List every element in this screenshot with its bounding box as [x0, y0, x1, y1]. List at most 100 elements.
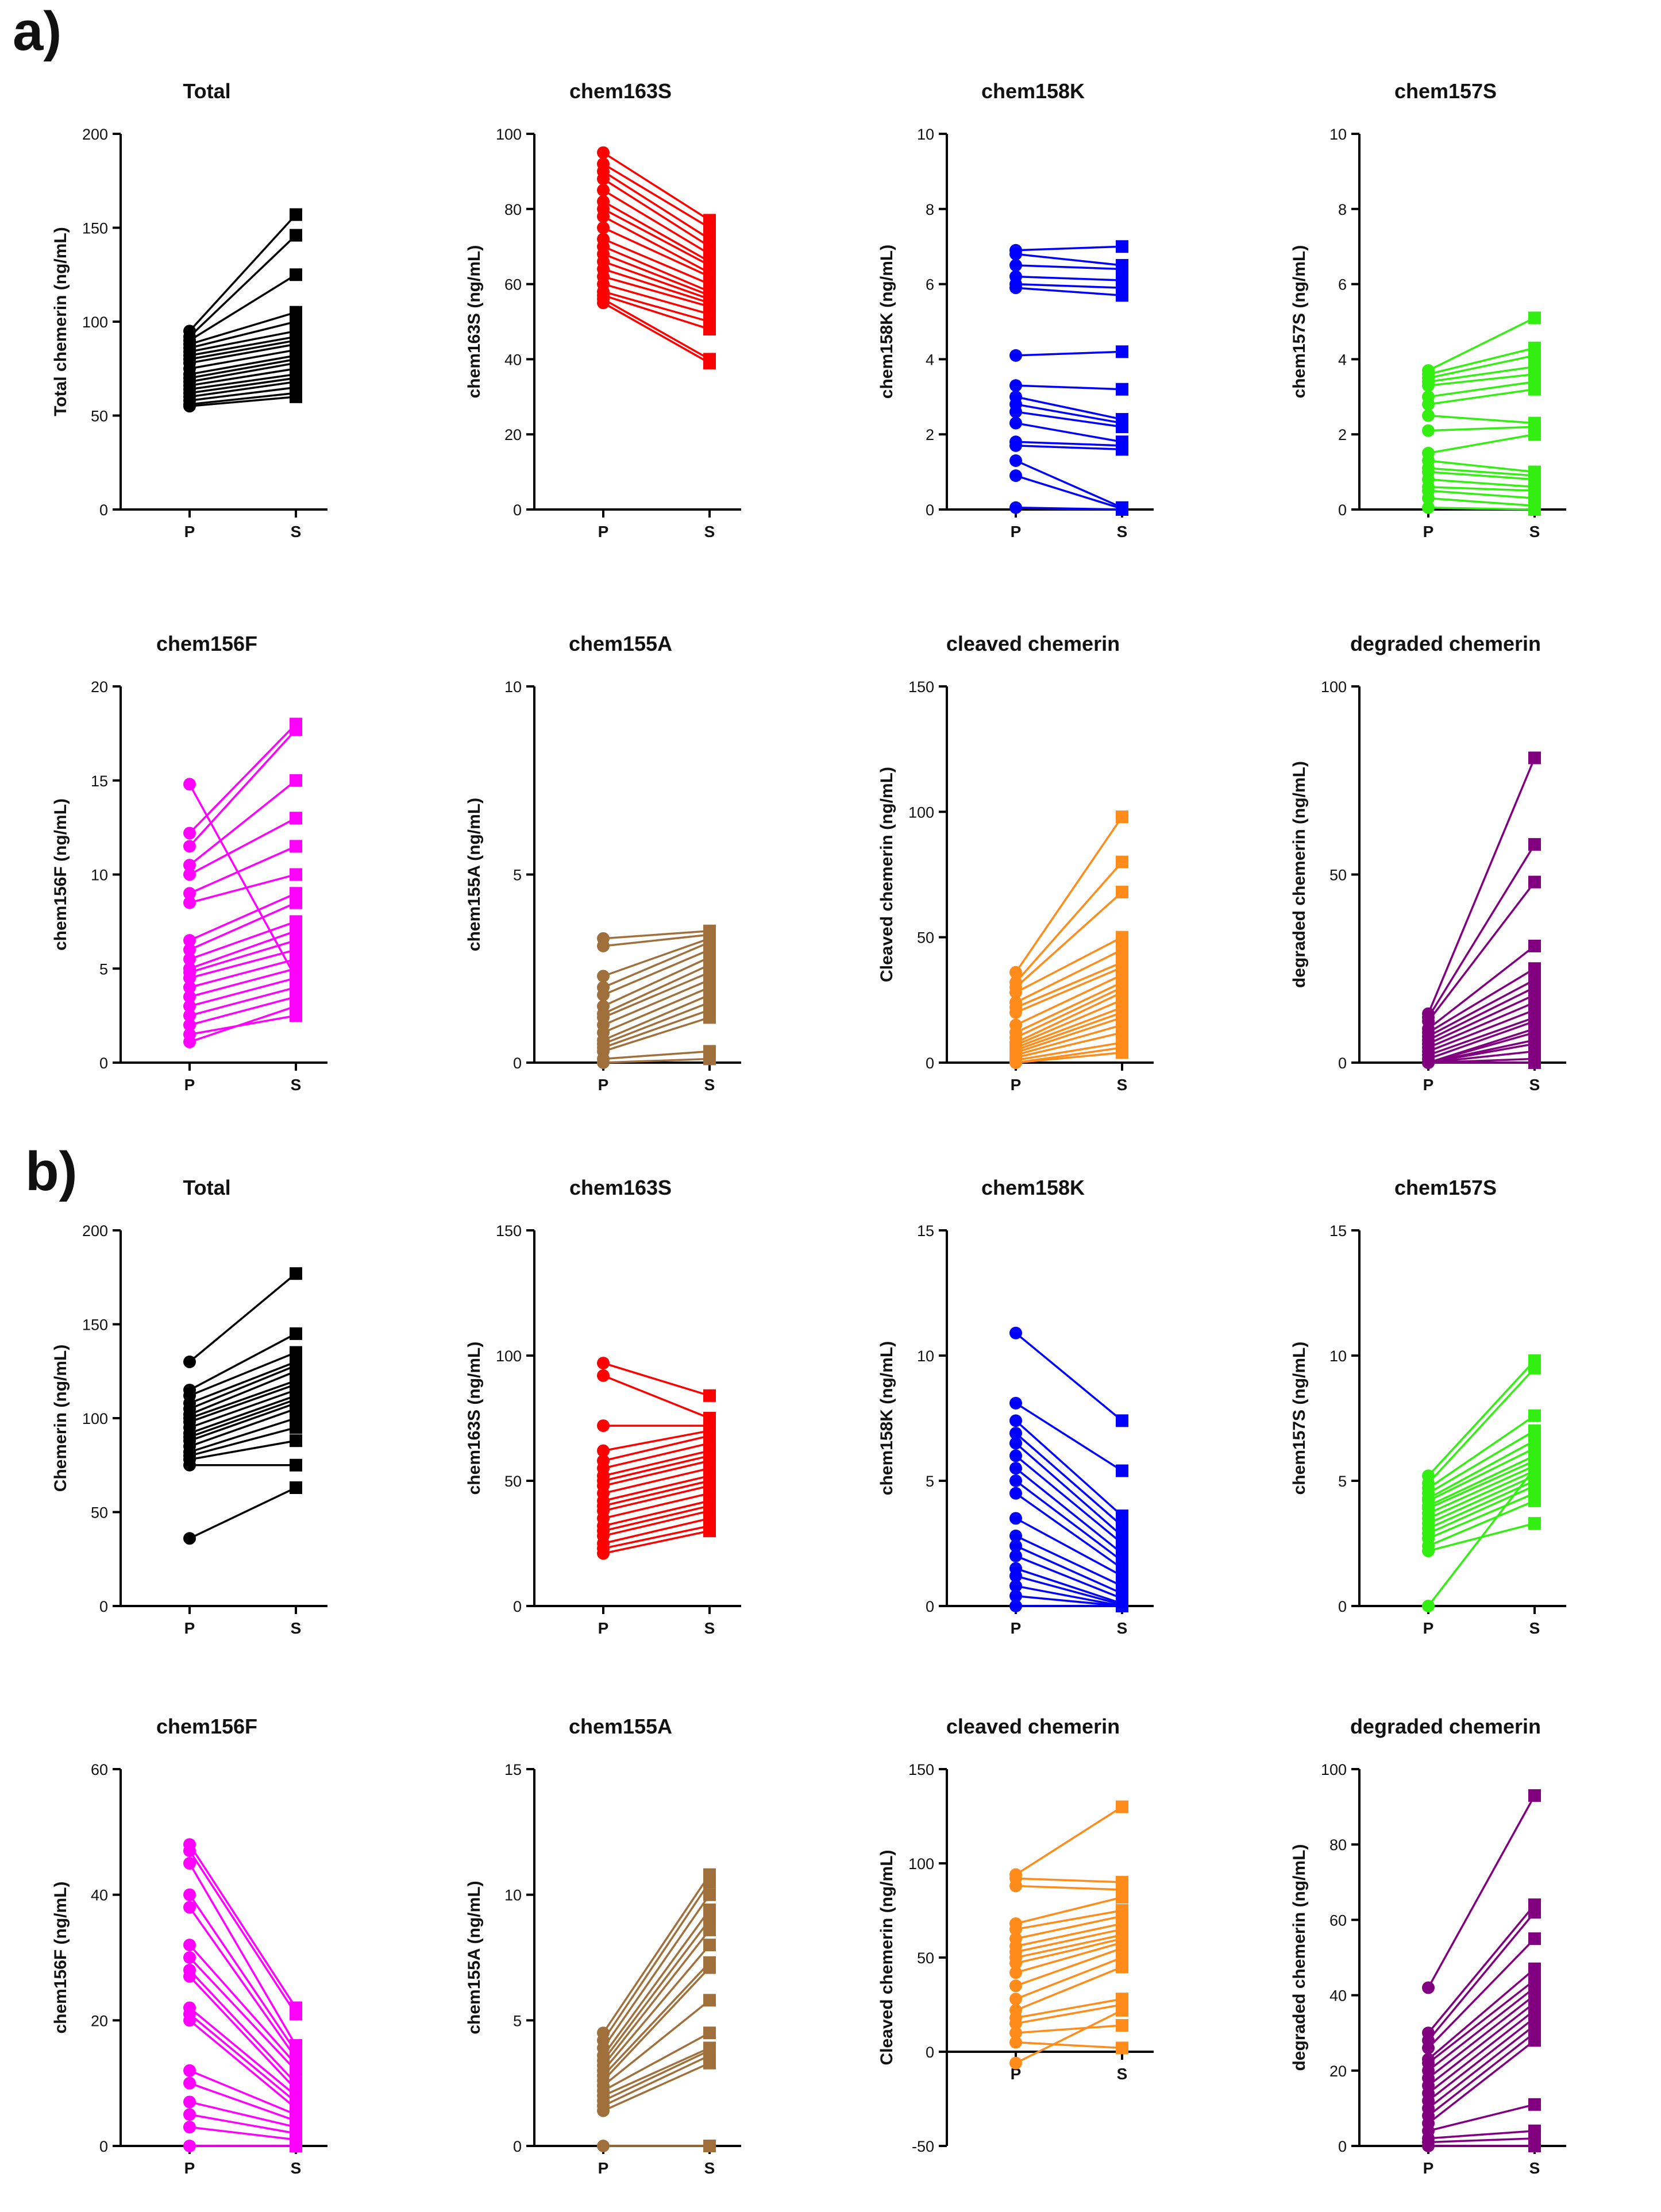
chart-title: cleaved chemerin [946, 1715, 1120, 1738]
pair-line [603, 979, 710, 1026]
x-tick-label: P [184, 2159, 195, 2177]
s-point [1116, 2003, 1128, 2017]
p-point [183, 1857, 196, 1870]
s-point [1116, 1046, 1128, 1059]
s-point [1528, 1462, 1541, 1475]
pair-line [189, 335, 296, 357]
pair-line [1015, 2003, 1123, 2025]
pair-line [1015, 403, 1123, 424]
s-point [1528, 962, 1541, 975]
pair-line [188, 1944, 297, 2066]
x-tick-label: P [598, 523, 609, 541]
p-point [1009, 966, 1022, 979]
pair-line [1427, 2039, 1536, 2125]
s-point [1528, 2140, 1541, 2152]
p-point [183, 990, 196, 1003]
p-point [1422, 1981, 1435, 1994]
pair-line [603, 1362, 710, 1397]
pair-line [1015, 1024, 1123, 1056]
pair-line [602, 1919, 711, 2062]
pair-line [1015, 253, 1123, 267]
s-point [703, 1913, 716, 1927]
pair-line [1428, 489, 1535, 500]
pair-line [603, 1500, 710, 1527]
s-point [1528, 1789, 1541, 1802]
pair-line [1015, 1885, 1123, 1891]
pair-line [189, 2101, 296, 2128]
s-point [1528, 1932, 1541, 1945]
s-point [290, 1458, 302, 1472]
pair-line [1428, 2130, 1535, 2140]
s-point [1116, 503, 1128, 516]
pair-line [188, 1272, 297, 1363]
y-tick-label: 0 [99, 1598, 108, 1615]
y-tick-label: 5 [513, 867, 522, 884]
pair-line [603, 1454, 710, 1482]
y-axis-label: degraded chemerin (ng/mL) [1290, 1844, 1309, 2071]
pair-line [188, 1863, 297, 2046]
p-point [1009, 1979, 1022, 1993]
pair-line [1015, 1051, 1123, 1064]
pair-line [603, 1375, 710, 1419]
pair-line [1428, 979, 1535, 1037]
s-point [1528, 1056, 1541, 1069]
s-point [1116, 2019, 1128, 2032]
s-point [703, 1011, 716, 1024]
p-point [597, 210, 610, 223]
y-tick-label: 150 [908, 678, 934, 696]
s-point [1116, 1519, 1128, 1532]
pair-line [1015, 2009, 1123, 2064]
pair-line [189, 349, 296, 370]
pair-line [1428, 478, 1535, 488]
pair-line [1428, 497, 1535, 507]
s-point [290, 1481, 302, 1494]
pair-line [189, 873, 296, 904]
x-tick-label: S [704, 2159, 715, 2177]
s-point [1528, 1906, 1541, 1919]
y-tick-label: 50 [91, 408, 108, 425]
pair-line [188, 2007, 297, 2097]
y-tick-label: 100 [1321, 1761, 1347, 1778]
p-point [183, 952, 196, 966]
pair-line [1015, 1455, 1123, 1545]
y-axis-label: chem155A (ng/mL) [465, 1881, 484, 2034]
x-tick-label: P [184, 523, 195, 541]
chart-title: Total [183, 1176, 230, 1199]
pair-line [1015, 1574, 1123, 1606]
p-point [183, 1009, 196, 1022]
pair-line [603, 1524, 710, 1550]
s-point [703, 2056, 716, 2070]
pair-line [1015, 1467, 1123, 1554]
p-point [1009, 1512, 1022, 1525]
pair-line [1428, 388, 1535, 406]
pair-line [1015, 1545, 1123, 1595]
p-point [183, 840, 196, 853]
s-point [1528, 503, 1541, 516]
s-point [1528, 2098, 1541, 2111]
p-point [183, 1951, 196, 1964]
pair-line [189, 1333, 296, 1391]
s-point [1528, 939, 1541, 952]
p-point [1009, 2017, 1022, 2030]
pair-line [189, 1383, 296, 1423]
s-point [1528, 428, 1541, 441]
pair-line [188, 234, 297, 338]
pair-line [1015, 275, 1123, 281]
y-axis-label: degraded chemerin (ng/mL) [1290, 761, 1309, 988]
p-point [1009, 281, 1022, 295]
s-point [703, 2026, 716, 2040]
pair-line [188, 214, 297, 332]
pair-line [603, 1517, 710, 1545]
x-tick-label: P [184, 1076, 195, 1094]
x-tick-label: P [598, 2159, 609, 2177]
pair-line [189, 396, 296, 407]
y-axis-label: chem157S (ng/mL) [1290, 245, 1309, 399]
x-tick-label: S [1117, 1619, 1128, 1637]
y-tick-label: 20 [91, 678, 108, 696]
p-point [1009, 1549, 1022, 1562]
pair-line [603, 971, 710, 1019]
